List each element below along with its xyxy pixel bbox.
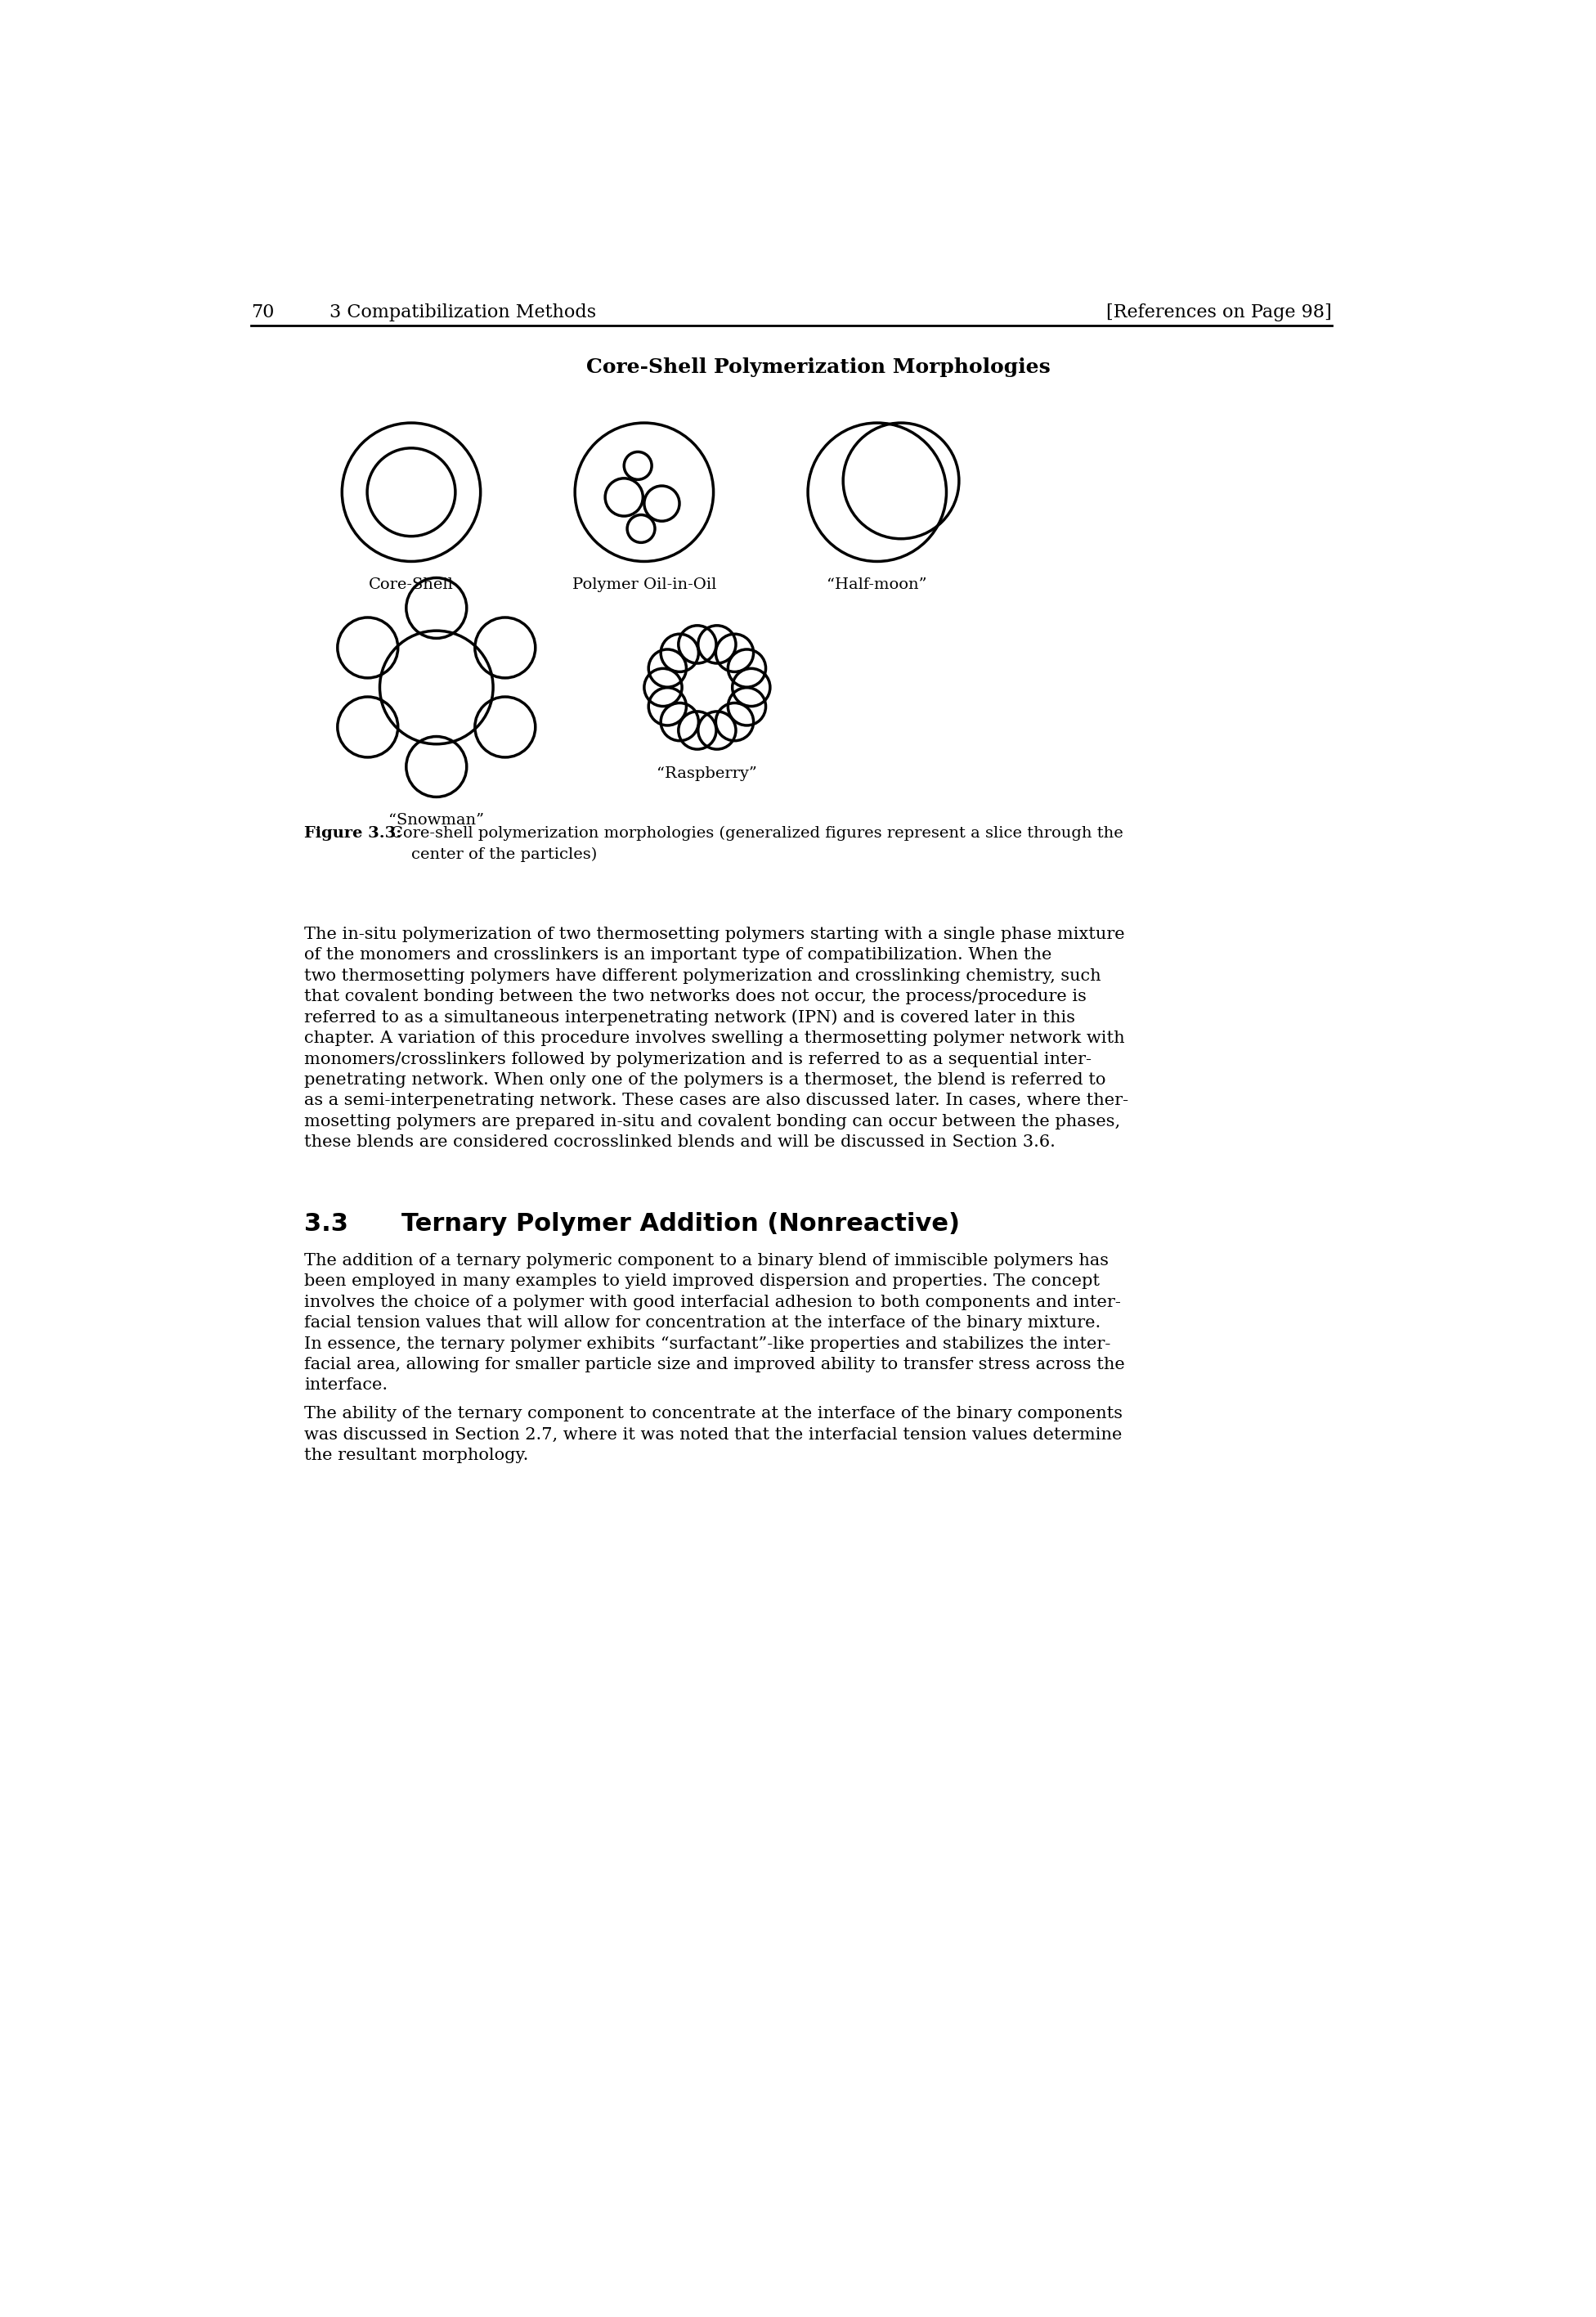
Text: 3.3: 3.3 bbox=[305, 1212, 348, 1235]
Text: Polymer Oil-in-Oil: Polymer Oil-in-Oil bbox=[571, 577, 717, 591]
Text: interface.: interface. bbox=[305, 1379, 388, 1393]
Text: “Snowman”: “Snowman” bbox=[388, 813, 484, 827]
Text: Core-Shell: Core-Shell bbox=[369, 577, 453, 591]
Text: “Half-moon”: “Half-moon” bbox=[827, 577, 927, 591]
Text: been employed in many examples to yield improved dispersion and properties. The : been employed in many examples to yield … bbox=[305, 1274, 1100, 1288]
Text: mosetting polymers are prepared in-situ and covalent bonding can occur between t: mosetting polymers are prepared in-situ … bbox=[305, 1114, 1120, 1128]
Text: that covalent bonding between the two networks does not occur, the process/proce: that covalent bonding between the two ne… bbox=[305, 989, 1087, 1006]
Text: The ability of the ternary component to concentrate at the interface of the bina: The ability of the ternary component to … bbox=[305, 1406, 1122, 1420]
Text: referred to as a simultaneous interpenetrating network (IPN) and is covered late: referred to as a simultaneous interpenet… bbox=[305, 1010, 1076, 1026]
Text: Core-shell polymerization morphologies (generalized figures represent a slice th: Core-shell polymerization morphologies (… bbox=[391, 825, 1124, 841]
Text: chapter. A variation of this procedure involves swelling a thermosetting polymer: chapter. A variation of this procedure i… bbox=[305, 1031, 1125, 1047]
Text: The addition of a ternary polymeric component to a binary blend of immiscible po: The addition of a ternary polymeric comp… bbox=[305, 1253, 1109, 1267]
Text: as a semi-interpenetrating network. These cases are also discussed later. In cas: as a semi-interpenetrating network. Thes… bbox=[305, 1094, 1128, 1108]
Text: “Raspberry”: “Raspberry” bbox=[658, 767, 758, 781]
Text: facial tension values that will allow for concentration at the interface of the : facial tension values that will allow fo… bbox=[305, 1316, 1101, 1330]
Text: 3 Compatibilization Methods: 3 Compatibilization Methods bbox=[329, 304, 595, 322]
Text: In essence, the ternary polymer exhibits “surfactant”-like properties and stabil: In essence, the ternary polymer exhibits… bbox=[305, 1337, 1111, 1351]
Text: these blends are considered cocrosslinked blends and will be discussed in Sectio: these blends are considered cocrosslinke… bbox=[305, 1135, 1055, 1149]
Text: two thermosetting polymers have different polymerization and crosslinking chemis: two thermosetting polymers have differen… bbox=[305, 969, 1101, 985]
Text: Figure 3.3:: Figure 3.3: bbox=[305, 825, 402, 841]
Text: involves the choice of a polymer with good interfacial adhesion to both componen: involves the choice of a polymer with go… bbox=[305, 1295, 1120, 1309]
Text: facial area, allowing for smaller particle size and improved ability to transfer: facial area, allowing for smaller partic… bbox=[305, 1358, 1125, 1372]
Text: Core-Shell Polymerization Morphologies: Core-Shell Polymerization Morphologies bbox=[586, 357, 1050, 378]
Text: center of the particles): center of the particles) bbox=[412, 846, 597, 862]
Text: Ternary Polymer Addition (Nonreactive): Ternary Polymer Addition (Nonreactive) bbox=[402, 1212, 961, 1235]
Text: monomers/crosslinkers followed by polymerization and is referred to as a sequent: monomers/crosslinkers followed by polyme… bbox=[305, 1052, 1092, 1066]
Text: penetrating network. When only one of the polymers is a thermoset, the blend is : penetrating network. When only one of th… bbox=[305, 1073, 1106, 1087]
Text: The in-situ polymerization of two thermosetting polymers starting with a single : The in-situ polymerization of two thermo… bbox=[305, 927, 1125, 943]
Text: 70: 70 bbox=[251, 304, 275, 322]
Text: was discussed in Section 2.7, where it was noted that the interfacial tension va: was discussed in Section 2.7, where it w… bbox=[305, 1427, 1122, 1441]
Text: of the monomers and crosslinkers is an important type of compatibilization. When: of the monomers and crosslinkers is an i… bbox=[305, 948, 1052, 964]
Text: the resultant morphology.: the resultant morphology. bbox=[305, 1448, 528, 1462]
Text: [References on Page 98]: [References on Page 98] bbox=[1106, 304, 1331, 322]
